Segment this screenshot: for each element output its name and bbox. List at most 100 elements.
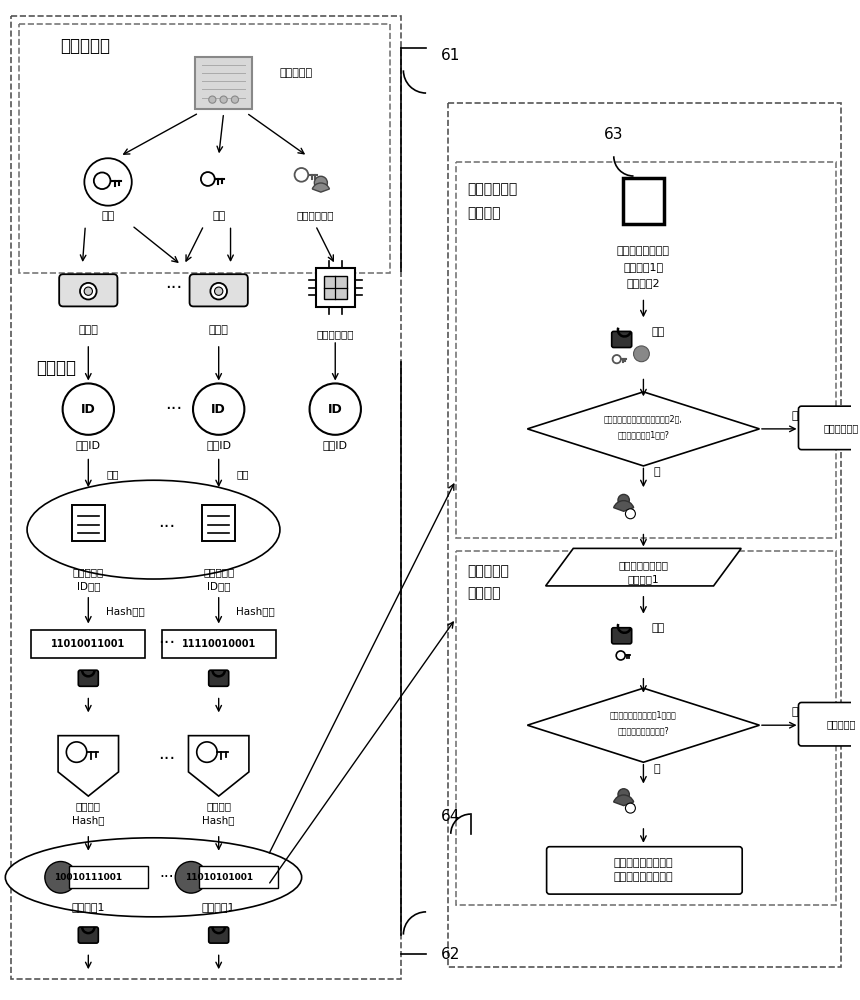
Text: 变频工艺卡: 变频工艺卡 bbox=[280, 68, 313, 78]
Circle shape bbox=[66, 742, 87, 762]
Circle shape bbox=[211, 283, 227, 299]
FancyBboxPatch shape bbox=[59, 274, 118, 306]
Text: 11010101001: 11010101001 bbox=[185, 873, 253, 882]
Text: 传感器: 传感器 bbox=[78, 325, 98, 335]
Circle shape bbox=[295, 168, 308, 182]
Text: ···: ··· bbox=[166, 279, 183, 297]
Bar bbox=[72, 505, 105, 541]
Circle shape bbox=[84, 287, 93, 295]
Circle shape bbox=[618, 494, 630, 506]
Circle shape bbox=[315, 176, 328, 189]
Text: 伪随机身份: 伪随机身份 bbox=[203, 567, 234, 577]
Text: ···: ··· bbox=[166, 400, 183, 418]
Text: 解密: 解密 bbox=[651, 327, 665, 337]
Text: 报通讯故障: 报通讯故障 bbox=[826, 719, 856, 729]
Circle shape bbox=[175, 862, 207, 893]
Text: 11110010001: 11110010001 bbox=[181, 639, 255, 649]
Text: 数字签名1、: 数字签名1、 bbox=[624, 262, 663, 272]
Wedge shape bbox=[614, 501, 634, 511]
Polygon shape bbox=[527, 392, 759, 466]
Text: 传感器: 传感器 bbox=[209, 325, 229, 335]
Bar bbox=[199, 866, 278, 888]
Text: Hash值: Hash值 bbox=[72, 815, 105, 825]
Text: 伪随机身份数据、: 伪随机身份数据、 bbox=[618, 560, 668, 570]
Bar bbox=[456, 551, 836, 905]
Text: 身份验证: 身份验证 bbox=[468, 207, 501, 221]
Wedge shape bbox=[312, 183, 329, 192]
Text: ···: ··· bbox=[157, 634, 175, 652]
FancyBboxPatch shape bbox=[611, 628, 632, 644]
Text: 61: 61 bbox=[441, 48, 460, 63]
Text: 身份ID: 身份ID bbox=[322, 440, 347, 450]
FancyBboxPatch shape bbox=[209, 670, 229, 686]
Text: 与伪随机身份数据相等?: 与伪随机身份数据相等? bbox=[617, 727, 669, 736]
Circle shape bbox=[612, 355, 621, 363]
Text: Hash值: Hash值 bbox=[202, 815, 235, 825]
Text: ···: ··· bbox=[159, 870, 174, 885]
Text: 数字签名1: 数字签名1 bbox=[202, 902, 236, 912]
Text: 是: 是 bbox=[654, 467, 660, 477]
Text: 变频工艺卡: 变频工艺卡 bbox=[468, 564, 509, 578]
Ellipse shape bbox=[5, 838, 302, 917]
Text: Hash函数: Hash函数 bbox=[237, 607, 275, 617]
Bar bbox=[456, 162, 836, 538]
Text: 生成: 生成 bbox=[106, 469, 119, 479]
Circle shape bbox=[625, 509, 636, 519]
Bar bbox=[324, 276, 347, 299]
FancyBboxPatch shape bbox=[798, 406, 860, 450]
Text: 信号处理单元: 信号处理单元 bbox=[468, 182, 518, 196]
Text: 伪随机身份: 伪随机身份 bbox=[73, 567, 104, 577]
Text: 公钥: 公钥 bbox=[101, 211, 114, 221]
Text: 数据签名1: 数据签名1 bbox=[628, 574, 660, 584]
Bar bbox=[163, 630, 276, 658]
Text: 否: 否 bbox=[791, 707, 798, 717]
Circle shape bbox=[634, 346, 649, 362]
Text: 是否与数字签名1相等?: 是否与数字签名1相等? bbox=[617, 430, 669, 439]
Text: 身份ID: 身份ID bbox=[76, 440, 101, 450]
Bar bbox=[202, 505, 235, 541]
Text: 使用系统初始密钥解密数字签名2后,: 使用系统初始密钥解密数字签名2后, bbox=[604, 415, 683, 424]
Text: 62: 62 bbox=[441, 947, 460, 962]
Text: 生成: 生成 bbox=[237, 469, 249, 479]
Text: ···: ··· bbox=[157, 518, 175, 536]
Text: 系统初始化: 系统初始化 bbox=[61, 37, 111, 55]
Text: 64: 64 bbox=[441, 809, 460, 824]
Wedge shape bbox=[614, 795, 634, 806]
Text: 丢弃该条数据: 丢弃该条数据 bbox=[823, 423, 858, 433]
Polygon shape bbox=[527, 688, 759, 762]
Ellipse shape bbox=[27, 480, 280, 579]
Text: 身份ID: 身份ID bbox=[206, 440, 231, 450]
Text: 63: 63 bbox=[604, 127, 623, 142]
Text: 传感器继续传送数据: 传感器继续传送数据 bbox=[613, 872, 673, 882]
Circle shape bbox=[201, 172, 215, 186]
Text: 身份验证: 身份验证 bbox=[468, 586, 501, 600]
Bar bbox=[448, 103, 841, 967]
Text: 数字签名2: 数字签名2 bbox=[627, 278, 660, 288]
Text: ID: ID bbox=[212, 403, 226, 416]
Bar bbox=[316, 268, 355, 307]
Circle shape bbox=[617, 651, 625, 660]
Text: ID: ID bbox=[328, 403, 342, 416]
Circle shape bbox=[80, 283, 96, 299]
Text: 使用私钥解密数字签名1后是否: 使用私钥解密数字签名1后是否 bbox=[610, 711, 677, 720]
Text: ···: ··· bbox=[157, 750, 175, 768]
FancyBboxPatch shape bbox=[189, 274, 248, 306]
Circle shape bbox=[197, 742, 217, 762]
Text: 10010111001: 10010111001 bbox=[54, 873, 122, 882]
FancyBboxPatch shape bbox=[209, 927, 229, 943]
Text: 信号处理单元: 信号处理单元 bbox=[316, 329, 354, 339]
Text: ID: ID bbox=[81, 403, 95, 416]
Text: 公钥加密: 公钥加密 bbox=[76, 801, 101, 811]
Circle shape bbox=[625, 803, 636, 813]
Circle shape bbox=[45, 862, 77, 893]
Text: 系统初始密钥: 系统初始密钥 bbox=[297, 211, 335, 221]
Circle shape bbox=[214, 287, 223, 295]
Text: 数字签名1: 数字签名1 bbox=[71, 902, 105, 912]
Circle shape bbox=[231, 96, 238, 103]
Text: 数字签名: 数字签名 bbox=[36, 359, 76, 377]
Bar bbox=[69, 866, 148, 888]
Text: Hash函数: Hash函数 bbox=[106, 607, 144, 617]
Bar bbox=[11, 16, 402, 979]
Circle shape bbox=[209, 96, 216, 103]
FancyBboxPatch shape bbox=[611, 331, 632, 348]
